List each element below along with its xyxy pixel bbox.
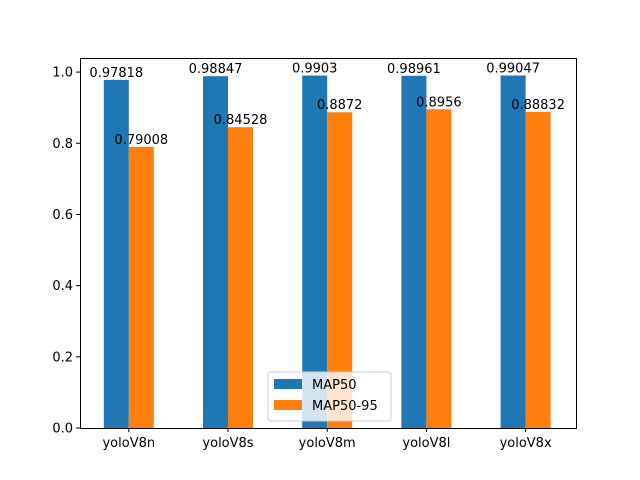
y-tick-label: 0.6: [52, 208, 73, 223]
bar-map50-95-yolov8s: [228, 127, 254, 429]
x-tick-label: yoloV8n: [102, 436, 155, 451]
data-labels-layer: 0.97818 0.98847 0.9903 0.98961 0.99047 0.7900…: [89, 61, 565, 147]
data-label: 0.8872: [317, 98, 363, 113]
legend-swatch: [274, 379, 302, 389]
data-label: 0.88832: [511, 98, 565, 113]
y-axis-ticks: 0.0 0.2 0.4 0.6 0.8 1.0: [52, 66, 80, 437]
bar-map50-95-yolov8x: [525, 111, 551, 428]
data-label: 0.98961: [387, 62, 441, 77]
legend: MAP50 MAP50-95: [267, 371, 392, 422]
bar-map50-yolov8n: [103, 79, 129, 429]
x-tick-label: yoloV8s: [202, 436, 253, 451]
x-tick-label: yoloV8m: [299, 436, 356, 451]
data-label: 0.8956: [416, 95, 462, 110]
bar-map50-95-yolov8l: [426, 109, 452, 428]
x-tick-label: yoloV8x: [500, 436, 552, 451]
y-tick-label: 0.2: [52, 350, 73, 365]
data-label: 0.79008: [114, 133, 168, 148]
y-tick-label: 0.8: [52, 137, 73, 152]
y-tick-label: 0.0: [52, 422, 73, 437]
x-tick-label: yoloV8l: [402, 436, 450, 451]
data-label: 0.9903: [292, 62, 338, 77]
y-tick-label: 0.4: [52, 279, 73, 294]
bar-map50-yolov8m: [302, 75, 328, 428]
y-tick-label: 1.0: [52, 66, 73, 81]
data-label: 0.98847: [189, 62, 243, 77]
x-axis-ticks: yoloV8n yoloV8s yoloV8m yoloV8l yoloV8x: [102, 428, 552, 451]
data-label: 0.84528: [214, 113, 268, 128]
legend-swatch: [274, 400, 302, 410]
bar-map50-yolov8x: [500, 75, 526, 429]
data-label: 0.99047: [486, 61, 540, 76]
legend-label: MAP50-95: [312, 399, 378, 414]
bar-map50-95-yolov8n: [128, 146, 154, 428]
legend-label: MAP50: [312, 378, 357, 393]
axes-frame: [80, 58, 577, 429]
data-label: 0.97818: [89, 66, 143, 81]
bar-map50-yolov8l: [401, 75, 427, 428]
bar-map50-yolov8s: [203, 76, 229, 428]
